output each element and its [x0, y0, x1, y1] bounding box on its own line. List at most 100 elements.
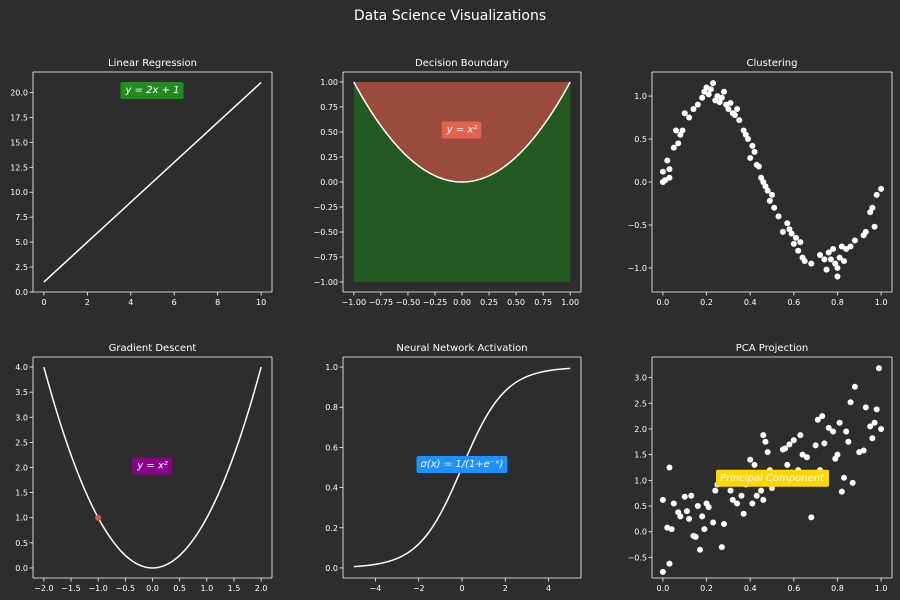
data-point — [755, 163, 762, 170]
data-point — [734, 105, 741, 112]
y-tick-label: 2.5 — [15, 438, 28, 447]
x-tick-label: 0.0 — [657, 584, 670, 593]
x-tick-label: 1.0 — [875, 298, 888, 307]
data-point — [841, 258, 847, 265]
data-point — [843, 246, 850, 253]
y-tick-label: 1.0 — [15, 514, 28, 523]
y-tick-label: 0.0 — [325, 564, 338, 573]
y-tick-label: 10.0 — [10, 188, 28, 197]
figure-title: Data Science Visualizations — [353, 8, 547, 24]
data-point — [782, 445, 789, 452]
y-tick-label: 0.5 — [634, 502, 647, 511]
data-point — [690, 105, 697, 112]
data-point — [747, 456, 754, 463]
data-point — [821, 440, 828, 447]
y-tick-label: −1.00 — [313, 278, 338, 287]
data-point — [666, 166, 673, 173]
data-point — [834, 264, 841, 271]
annotation-text: Principal Component — [720, 473, 825, 484]
data-point — [871, 223, 878, 230]
data-point — [871, 419, 878, 426]
data-point — [830, 246, 837, 253]
y-tick-label: 20.0 — [10, 88, 28, 97]
data-point — [843, 428, 850, 435]
data-point — [734, 500, 741, 507]
y-tick-label: 2.0 — [15, 464, 28, 473]
x-tick-label: 10 — [256, 298, 266, 307]
y-tick-label: 1.5 — [15, 489, 28, 498]
data-point — [764, 187, 771, 194]
x-tick-label: 0.75 — [534, 298, 552, 307]
annotation-box — [120, 81, 184, 99]
data-point — [686, 515, 693, 522]
data-point — [659, 496, 666, 503]
y-tick-label: 15.0 — [10, 138, 28, 147]
data-point — [851, 237, 858, 244]
x-tick-label: −1.00 — [342, 298, 367, 307]
data-point — [749, 500, 756, 507]
data-point — [869, 204, 876, 211]
data-point — [771, 204, 778, 211]
subplot-title: Clustering — [747, 58, 798, 69]
annotation-text: σ(x) = 1/(1+e⁻ˣ) — [421, 459, 504, 470]
x-tick-label: 0.6 — [787, 298, 800, 307]
y-tick-label: 0.0 — [15, 288, 28, 297]
x-tick-label: 0.4 — [744, 298, 757, 307]
annotation: y = x² — [441, 121, 482, 139]
y-tick-label: 0.0 — [15, 564, 28, 573]
x-tick-label: 6 — [172, 298, 177, 307]
data-point — [705, 91, 712, 98]
data-point — [764, 449, 771, 456]
series-line — [43, 366, 262, 569]
annotation-box — [416, 455, 508, 473]
data-point — [795, 247, 802, 254]
x-tick-label: −4 — [370, 584, 382, 593]
x-tick-label: −1.0 — [88, 584, 107, 593]
annotation-box — [441, 121, 482, 139]
data-point — [731, 111, 738, 118]
x-tick-label: 0.2 — [700, 584, 713, 593]
data-point — [749, 142, 756, 149]
y-tick-label: −0.50 — [313, 228, 338, 237]
data-point — [707, 86, 714, 93]
subplot-6: PCA Projection 0.0 0.2 0.4 0.6 0.8 1.0 −0.5 0.0 0… — [628, 343, 893, 593]
data-point — [659, 568, 666, 575]
data-point — [683, 508, 690, 515]
data-point — [836, 254, 843, 261]
data-point — [718, 94, 725, 101]
data-point — [851, 383, 858, 390]
series-line — [353, 81, 571, 183]
data-point — [793, 234, 799, 241]
y-tick-label: 4.0 — [15, 363, 28, 372]
data-point — [670, 144, 677, 151]
data-point — [666, 560, 673, 567]
y-tick-label: 0.2 — [325, 524, 338, 533]
data-point — [679, 127, 686, 134]
data-point — [659, 168, 666, 175]
data-point — [849, 479, 856, 486]
annotation-text: y = x² — [446, 125, 478, 136]
data-point — [662, 177, 669, 184]
data-point — [766, 197, 773, 204]
annotation-text: y = x² — [136, 460, 168, 471]
data-point — [814, 416, 821, 423]
data-point — [862, 228, 869, 235]
x-tick-label: 1.5 — [228, 584, 241, 593]
data-point — [808, 514, 815, 521]
data-point — [718, 544, 725, 551]
data-point — [699, 513, 706, 520]
data-point — [878, 425, 885, 432]
x-tick-label: 0.8 — [831, 584, 844, 593]
y-tick-label: 0.0 — [634, 178, 647, 187]
y-tick-label: 1.5 — [634, 451, 647, 460]
x-tick-label: 1.00 — [561, 298, 579, 307]
data-point — [729, 496, 736, 503]
data-point — [666, 174, 673, 181]
x-tick-label: −1.5 — [61, 584, 80, 593]
subplot-2: Decision Boundary−1.00 −0.75 −0.50 −0.25 0.0… — [313, 58, 582, 307]
data-point — [699, 94, 706, 101]
data-point — [762, 438, 769, 445]
x-tick-label: 0.2 — [700, 298, 713, 307]
data-point — [873, 406, 880, 413]
